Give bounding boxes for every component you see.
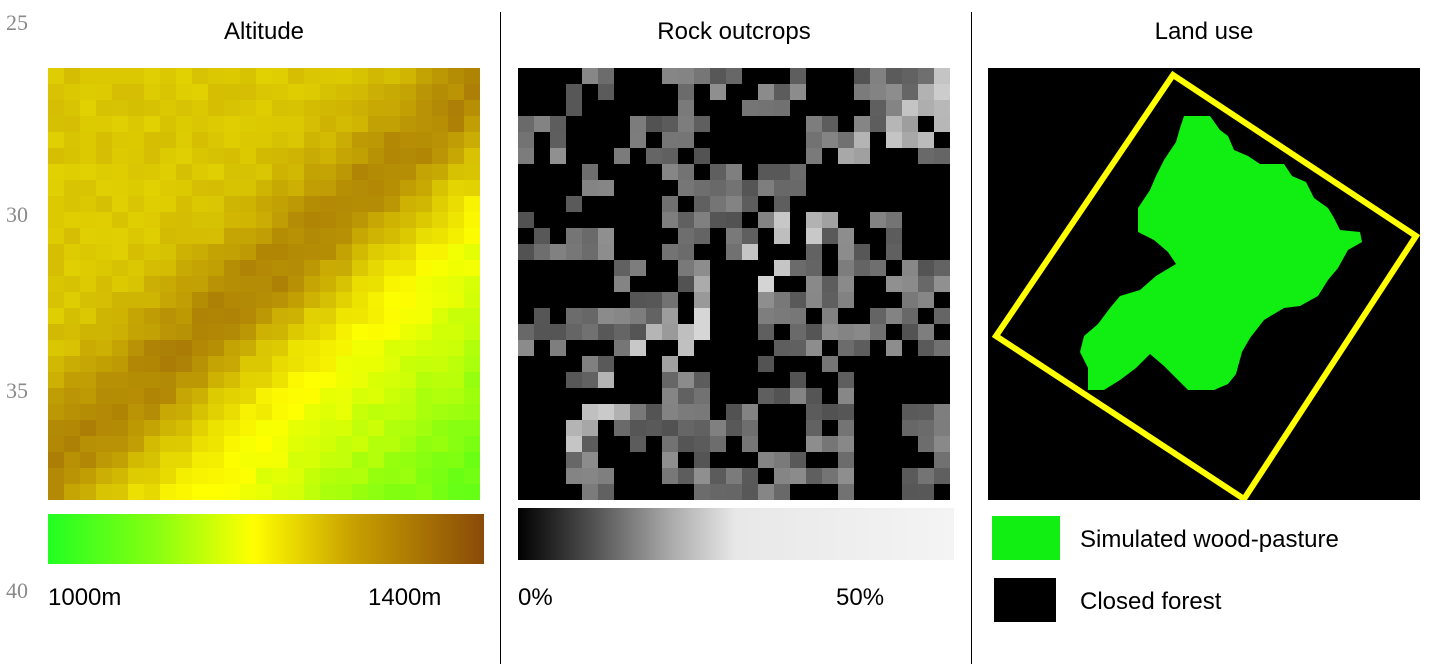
- line-number: 40: [6, 578, 28, 603]
- altitude-colorbar: [48, 514, 484, 564]
- rock-outcrops-map: [518, 68, 950, 500]
- rock-outcrops-colorbar: [518, 508, 954, 560]
- study-area-outline: [991, 70, 1420, 500]
- rock-scale-min: 0%: [518, 584, 553, 611]
- altitude-map: [48, 68, 480, 500]
- altitude-scale-max: 1400m: [368, 584, 442, 611]
- altitude-title: Altitude: [223, 18, 305, 45]
- line-number: 35: [6, 378, 28, 403]
- legend-swatch-closed-forest: [994, 578, 1056, 622]
- land-use-title: Land use: [1154, 18, 1254, 45]
- legend-label-wood-pasture: Simulated wood-pasture: [1080, 526, 1339, 553]
- legend-label-closed-forest: Closed forest: [1080, 588, 1222, 615]
- legend-swatch-wood-pasture: [992, 516, 1060, 560]
- line-number: 30: [6, 202, 28, 227]
- rock-scale-max: 50%: [836, 584, 885, 611]
- wood-pasture-area: [1080, 116, 1362, 390]
- land-use-map: [988, 68, 1420, 500]
- rock-outcrops-title: Rock outcrops: [657, 18, 811, 45]
- panel-divider: [971, 12, 972, 664]
- line-number: 25: [6, 10, 28, 35]
- panel-divider: [500, 12, 501, 664]
- altitude-scale-min: 1000m: [48, 584, 122, 611]
